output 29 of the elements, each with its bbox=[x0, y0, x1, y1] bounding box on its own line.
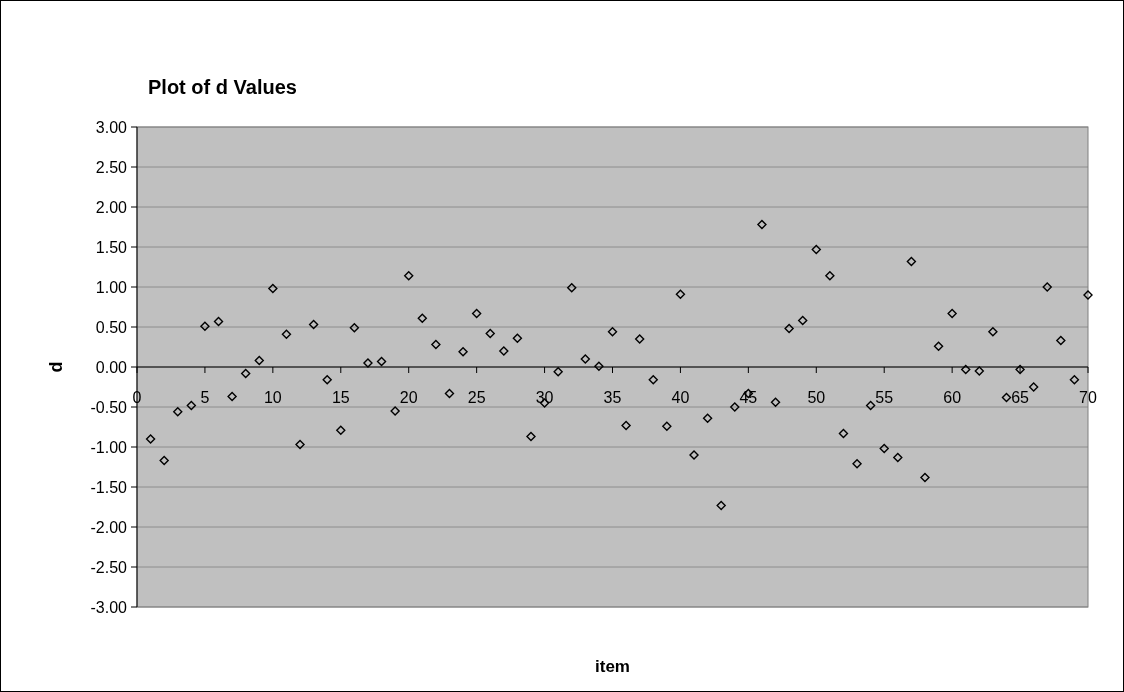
x-tick-label: 50 bbox=[807, 389, 826, 406]
y-tick-label: -2.00 bbox=[90, 518, 128, 536]
x-tick-label: 70 bbox=[1079, 389, 1097, 406]
y-tick-label: 1.50 bbox=[95, 238, 128, 256]
y-tick-label: 1.00 bbox=[95, 278, 128, 296]
x-tick-label: 5 bbox=[200, 389, 210, 406]
y-tick-label: 0.50 bbox=[95, 318, 128, 336]
x-tick-label: 55 bbox=[875, 389, 894, 406]
y-tick-label: -1.50 bbox=[90, 478, 128, 496]
x-tick-label: 25 bbox=[467, 389, 486, 406]
x-tick-label: 65 bbox=[1011, 389, 1030, 406]
y-tick-label: 2.00 bbox=[95, 198, 128, 216]
x-tick-label: 60 bbox=[943, 389, 962, 406]
x-axis-title: item bbox=[595, 657, 630, 676]
y-tick-label: 3.00 bbox=[95, 118, 128, 136]
chart-title: Plot of d Values bbox=[148, 76, 297, 98]
x-tick-label: 40 bbox=[671, 389, 690, 406]
y-tick-label: -0.50 bbox=[90, 398, 128, 416]
x-tick-label: 15 bbox=[331, 389, 350, 406]
y-tick-label: -1.00 bbox=[90, 438, 128, 456]
x-tick-label: 35 bbox=[603, 389, 622, 406]
x-tick-label: 30 bbox=[535, 389, 554, 406]
y-axis-title: d bbox=[46, 361, 66, 373]
y-tick-label: 2.50 bbox=[95, 158, 128, 176]
x-tick-label: 10 bbox=[263, 389, 282, 406]
x-tick-label: 20 bbox=[399, 389, 418, 406]
y-tick-label: -3.00 bbox=[90, 598, 128, 616]
y-tick-label: -2.50 bbox=[90, 558, 128, 576]
y-tick-label: 0.00 bbox=[95, 358, 128, 376]
